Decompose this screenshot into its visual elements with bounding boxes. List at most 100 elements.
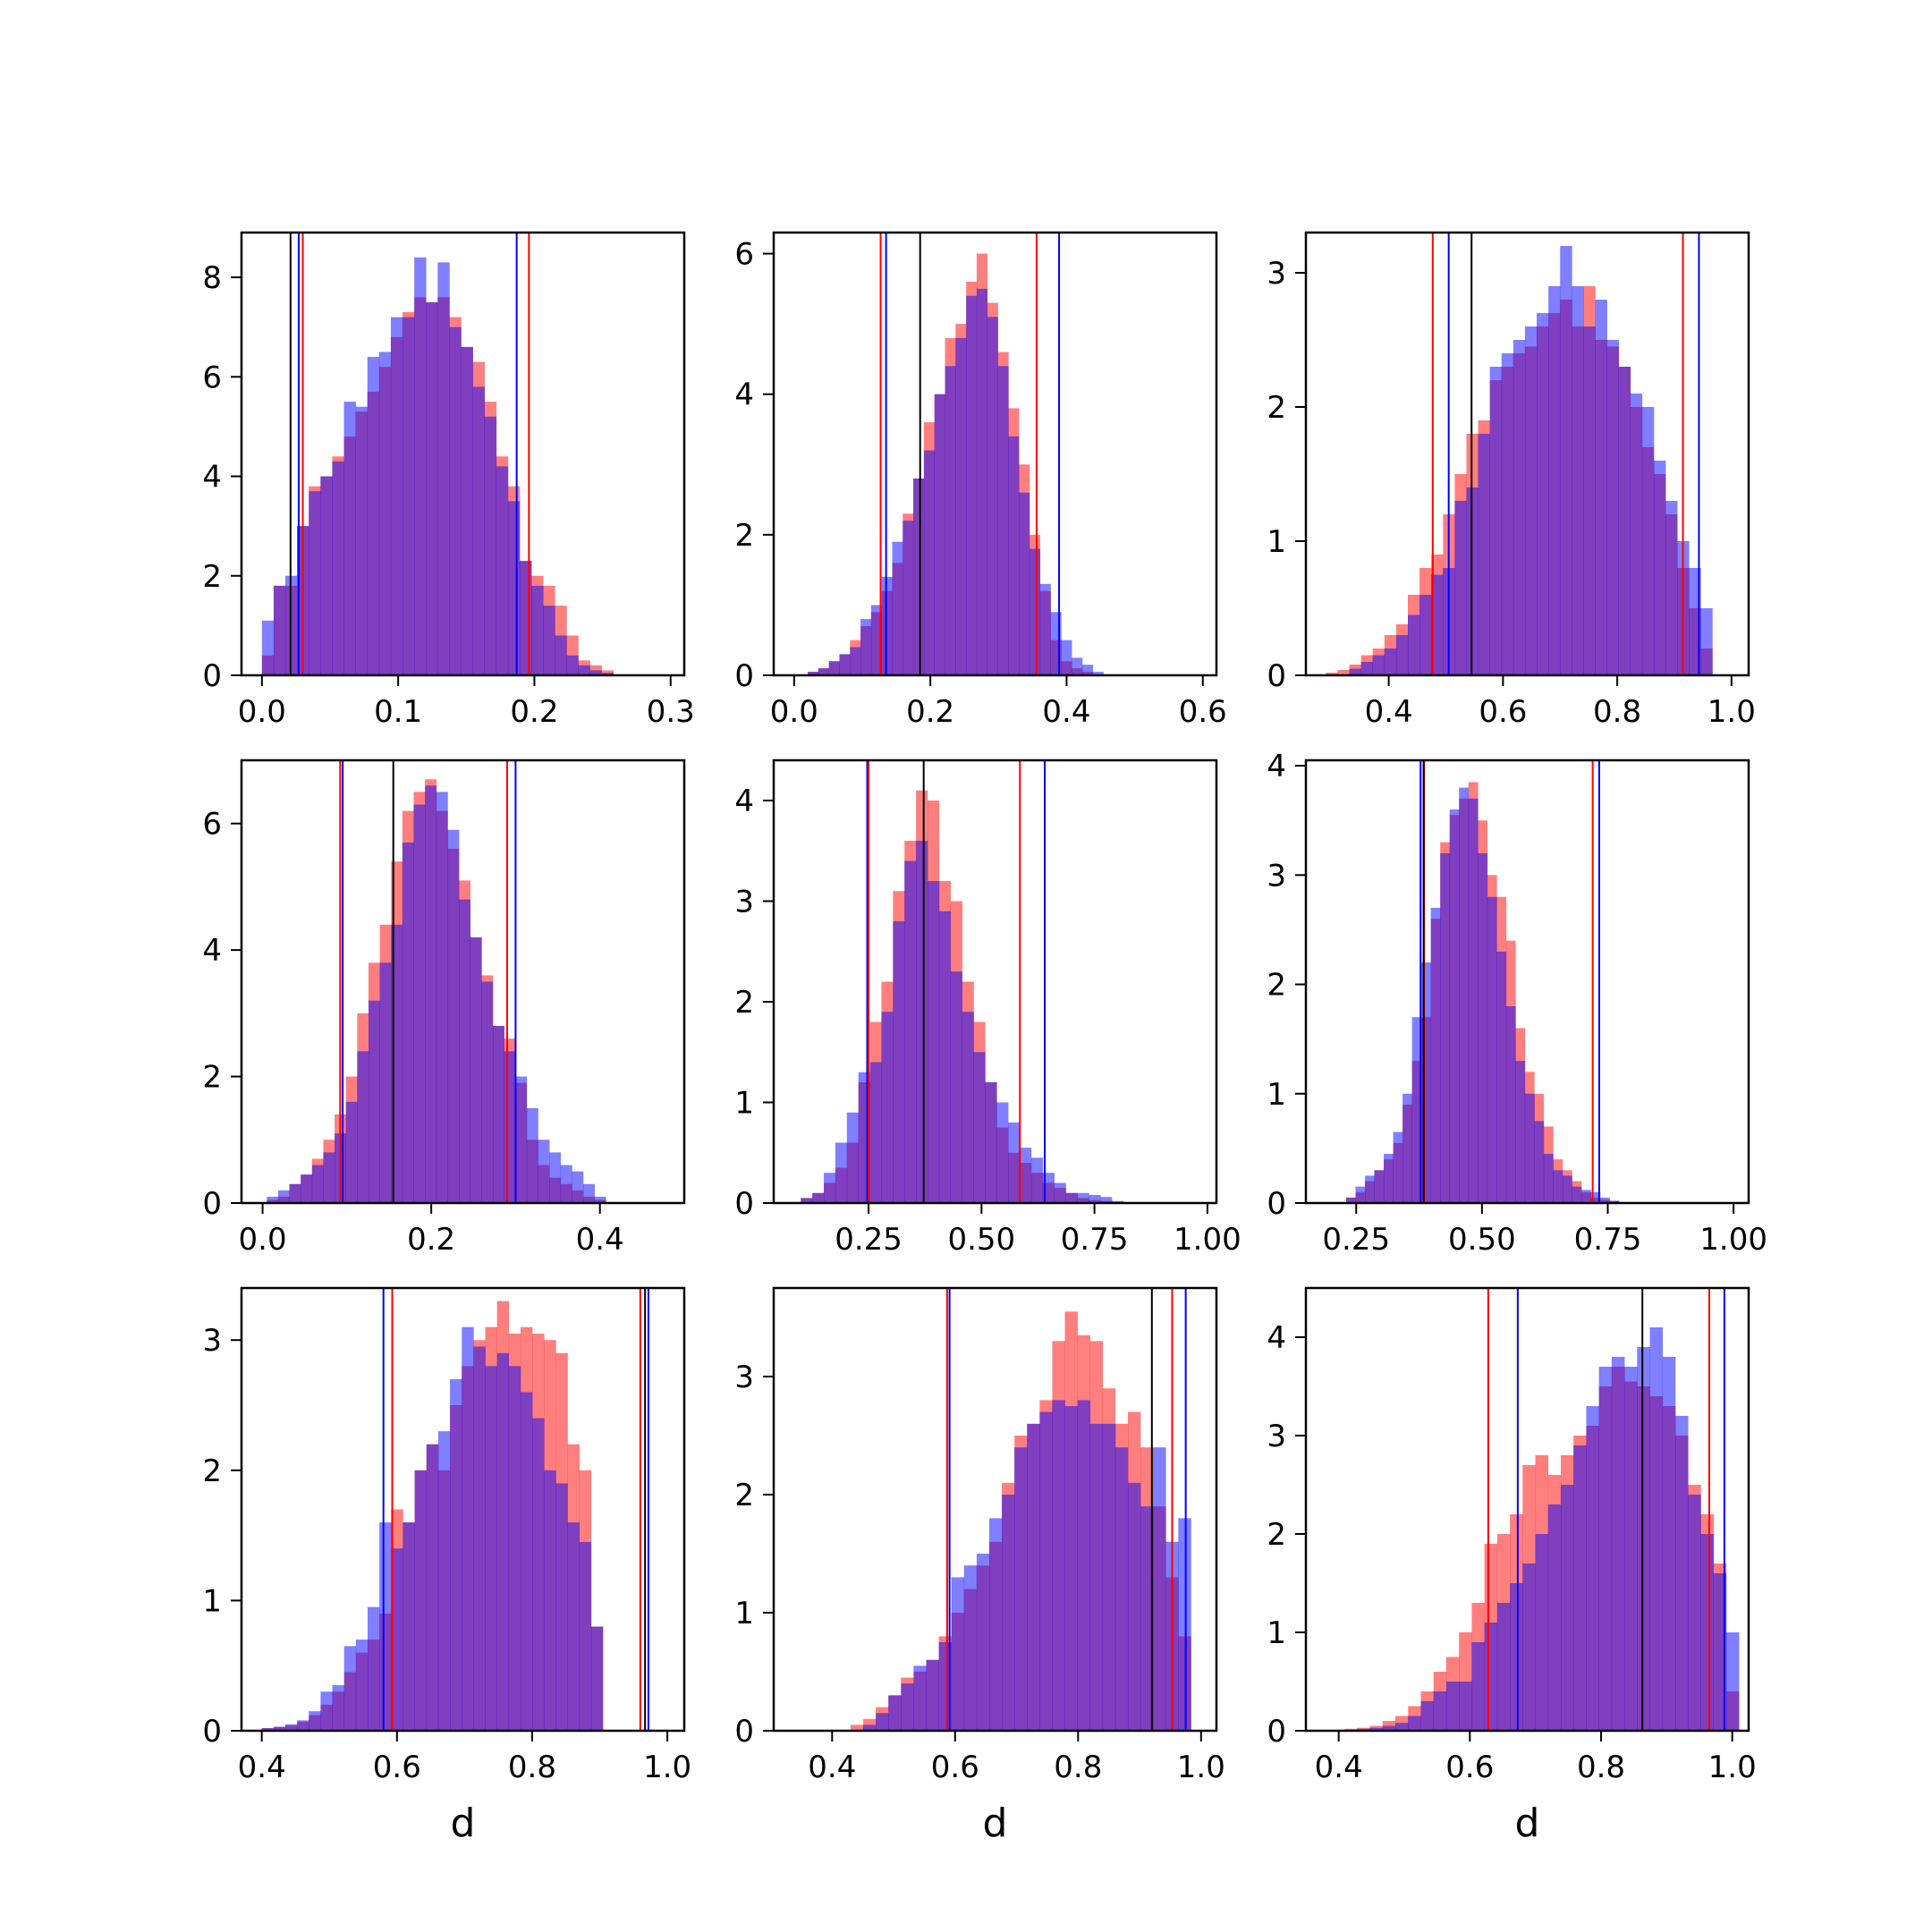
histogram-bar [520, 1392, 533, 1731]
histogram-bar [437, 262, 450, 675]
histogram-bar [926, 1659, 939, 1731]
histogram-bar [402, 1522, 415, 1731]
histogram-bar [355, 406, 369, 675]
histogram-bar [1100, 1197, 1113, 1203]
x-tick-label: 0.75 [1061, 1222, 1129, 1258]
histogram-bar [818, 668, 829, 675]
histogram-bar [566, 655, 579, 675]
histogram-bar [520, 561, 532, 675]
histogram-bar [1065, 1192, 1078, 1203]
histogram-bar [555, 635, 567, 675]
x-tick-label: 0.6 [1179, 694, 1227, 730]
histogram-bar [267, 1196, 279, 1203]
histogram-bar [1349, 668, 1361, 675]
histogram-bar [1064, 1406, 1078, 1731]
histogram-bar [450, 1378, 462, 1731]
histogram-bar [1598, 1367, 1613, 1731]
histogram-bar [473, 1346, 486, 1731]
histogram-panel-2: 0.0 0.2 0.4 0.6 0 2 4 6 [734, 231, 1227, 730]
plot-area [1326, 233, 1713, 675]
histogram-bar [1030, 1157, 1044, 1203]
histogram-bar [367, 357, 380, 675]
y-tick-label: 0 [1267, 1186, 1286, 1222]
histogram-bar [1393, 1131, 1403, 1203]
x-tick-label: 1.0 [1708, 1750, 1757, 1785]
histogram-bar [1089, 1423, 1104, 1731]
histogram-series-blue [261, 1326, 604, 1731]
y-tick-label: 0 [1267, 658, 1286, 694]
plot-area [808, 233, 1104, 675]
histogram-series-blue [1346, 787, 1620, 1203]
histogram-bar [309, 1711, 321, 1731]
y-tick-label: 3 [1267, 256, 1286, 292]
y-tick-label: 1 [1267, 524, 1286, 560]
x-tick-label: 0.8 [1054, 1750, 1102, 1785]
histogram-bar [1384, 1154, 1394, 1203]
histogram-bar [437, 1431, 451, 1731]
x-tick-label: 0.6 [1479, 694, 1527, 730]
histogram-bar [1630, 394, 1643, 675]
histogram-bar [1662, 1357, 1676, 1731]
y-tick-label: 0 [202, 658, 222, 694]
histogram-bar [1700, 1534, 1714, 1731]
y-tick-label: 2 [734, 985, 754, 1021]
histogram-bar [583, 1183, 595, 1203]
histogram-bar [343, 1646, 357, 1731]
histogram-bar [1421, 962, 1431, 1203]
x-tick-label: 0.8 [508, 1750, 556, 1785]
histogram-bar [1484, 1623, 1498, 1731]
histogram-bar [332, 1685, 345, 1731]
histogram-bar [893, 921, 905, 1203]
axes-frame [1304, 1286, 1750, 1733]
histogram-bar [1513, 340, 1526, 675]
histogram-bar [1402, 1093, 1412, 1203]
histogram-bar [1346, 1197, 1356, 1203]
histogram-bar [273, 585, 286, 675]
histogram-bar [1624, 1367, 1638, 1731]
histogram-bar [863, 1724, 877, 1731]
histogram-bar [459, 899, 470, 1203]
y-tick-label: 0 [202, 1186, 222, 1222]
histogram-bar [492, 1026, 504, 1203]
plot-area [801, 760, 1124, 1203]
histogram-bar [355, 1640, 369, 1731]
y-tick-label: 1 [202, 1583, 222, 1619]
histogram-bar [390, 317, 403, 675]
histogram-panel-7: 0.4 0.6 0.8 1.0 0 1 2 3 d [202, 1286, 691, 1846]
histogram-bar [1449, 809, 1460, 1203]
histogram-bar [1590, 1191, 1601, 1203]
histogram-bar [1039, 1411, 1053, 1731]
histogram-bar [1140, 1506, 1154, 1731]
plot-area [267, 760, 606, 1203]
histogram-bar [425, 785, 437, 1203]
histogram-bar [839, 654, 851, 675]
histogram-bar [289, 1183, 301, 1203]
histogram-bar [1382, 1725, 1396, 1731]
plot-area [1318, 1288, 1740, 1731]
histogram-bar [1560, 246, 1572, 675]
y-tick-label: 3 [1267, 1419, 1286, 1454]
x-tick-label: 0.4 [808, 1750, 856, 1785]
histogram-bar [1027, 1423, 1040, 1731]
histogram-bar [997, 366, 1009, 675]
histogram-bar [309, 491, 321, 675]
y-tick-label: 2 [202, 559, 222, 595]
y-tick-label: 1 [734, 1596, 754, 1631]
y-tick-label: 4 [1267, 749, 1286, 784]
histogram-bar [1459, 787, 1470, 1203]
y-tick-label: 0 [1267, 1714, 1286, 1750]
histogram-bar [1641, 407, 1655, 675]
histogram-bar [934, 394, 945, 675]
histogram-bar [1408, 614, 1420, 675]
plot-area [261, 1288, 649, 1731]
histogram-bar [414, 257, 427, 675]
histogram-bar [976, 1554, 990, 1731]
histogram-bar [988, 1518, 1003, 1731]
histogram-bar [870, 605, 882, 675]
histogram-bar [538, 1140, 550, 1203]
histogram-bar [1496, 1603, 1511, 1731]
histogram-bar [461, 346, 473, 675]
y-tick-label: 2 [1267, 968, 1286, 1004]
histogram-bar [496, 466, 509, 675]
